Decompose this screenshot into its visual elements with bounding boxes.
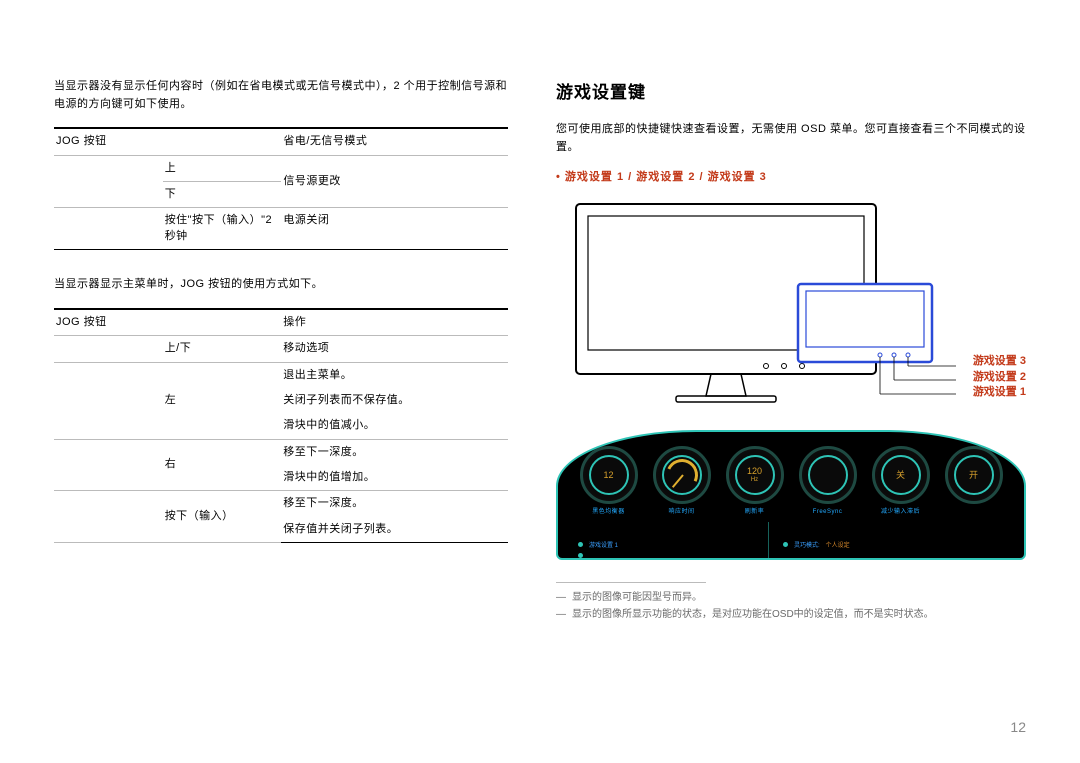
t2-r5-c3: 移至下一深度。 bbox=[281, 439, 508, 465]
dial-5-label: 减少输入滞后 bbox=[851, 506, 951, 515]
dash-row2a: 灵巧模式: bbox=[794, 540, 820, 549]
bullet-line: • 游戏设置 1 / 游戏设置 2 / 游戏设置 3 bbox=[556, 168, 1026, 184]
label-game-1: 游戏设置 1 bbox=[973, 385, 1026, 400]
t2-head-3: 操作 bbox=[281, 309, 508, 336]
t1-r3-c2: 按住"按下（输入）"2 秒钟 bbox=[163, 208, 282, 250]
t2-right-label: 右 bbox=[163, 439, 282, 491]
t1-head-1: JOG 按钮 bbox=[54, 128, 163, 155]
t2-r4-c3: 滑块中的值减小。 bbox=[281, 413, 508, 439]
footnote-rule bbox=[556, 582, 706, 583]
t2-left-label: 左 bbox=[163, 362, 282, 439]
bullet-text: 游戏设置 1 / 游戏设置 2 / 游戏设置 3 bbox=[565, 171, 767, 183]
right-column: 游戏设置键 您可使用底部的快捷键快速查看设置，无需使用 OSD 菜单。您可直接查… bbox=[556, 78, 1026, 623]
t1-r1-c2: 上 bbox=[163, 155, 282, 181]
t2-r1-c3: 移动选项 bbox=[281, 336, 508, 362]
t2-r8-c3: 保存值并关闭子列表。 bbox=[281, 517, 508, 543]
dial-4: FreeSync bbox=[799, 446, 857, 504]
footnotes: ―显示的图像可能因型号而异。 ―显示的图像所显示功能的状态，是对应功能在OSD中… bbox=[556, 582, 1026, 623]
label-game-3: 游戏设置 3 bbox=[973, 354, 1026, 369]
monitor-diagram: 游戏设置 3 游戏设置 2 游戏设置 1 bbox=[556, 194, 1026, 424]
t2-r3-c3: 关闭子列表而不保存值。 bbox=[281, 388, 508, 413]
t1-r2-c2: 下 bbox=[163, 181, 282, 207]
t2-r6-c3: 滑块中的值增加。 bbox=[281, 465, 508, 491]
page-number: 12 bbox=[1010, 719, 1026, 735]
dial-5: 关 减少输入滞后 bbox=[872, 446, 930, 504]
t1-r3-c3: 电源关闭 bbox=[281, 208, 508, 250]
table-jog-signal: JOG 按钮 省电/无信号模式 上 信号源更改 下 按住"按下（输入）"2 秒钟… bbox=[54, 127, 508, 250]
t2-r2-c3: 退出主菜单。 bbox=[281, 362, 508, 388]
t2-enter-label: 按下（输入） bbox=[163, 491, 282, 543]
dial-3: 120 Hz 刷新率 bbox=[726, 446, 784, 504]
t2-r1-c2: 上/下 bbox=[163, 336, 282, 362]
dial-6: 开 bbox=[945, 446, 1003, 504]
button-labels: 游戏设置 3 游戏设置 2 游戏设置 1 bbox=[973, 354, 1026, 400]
dashboard-panel: 12 黑色均衡器 响应时间 120 Hz 刷新率 FreeSy bbox=[556, 430, 1026, 560]
t2-r7-c3: 移至下一深度。 bbox=[281, 491, 508, 517]
left-column: 当显示器没有显示任何内容时（例如在省电模式或无信号模式中），2 个用于控制信号源… bbox=[54, 78, 508, 623]
footnote-1: 显示的图像可能因型号而异。 bbox=[572, 589, 702, 606]
t1-r1-c3: 信号源更改 bbox=[281, 155, 508, 208]
section-heading: 游戏设置键 bbox=[556, 78, 1026, 103]
footnote-2: 显示的图像所显示功能的状态，是对应功能在OSD中的设定值，而不是实时状态。 bbox=[572, 606, 934, 623]
label-game-2: 游戏设置 2 bbox=[973, 370, 1026, 385]
dial-2: 响应时间 bbox=[653, 446, 711, 504]
t1-head-3: 省电/无信号模式 bbox=[281, 128, 508, 155]
t1-head-2 bbox=[163, 128, 282, 155]
dial-1: 12 黑色均衡器 bbox=[580, 446, 638, 504]
bullet-dot: • bbox=[556, 171, 561, 183]
table-jog-menu: JOG 按钮 操作 上/下 移动选项 左 退出主菜单。 关闭子列表而不保存值。 … bbox=[54, 308, 508, 544]
left-mid-text: 当显示器显示主菜单时，JOG 按钮的使用方式如下。 bbox=[54, 276, 508, 294]
left-intro: 当显示器没有显示任何内容时（例如在省电模式或无信号模式中），2 个用于控制信号源… bbox=[54, 78, 508, 113]
dash-row2b: 个人设定 bbox=[826, 540, 850, 549]
t2-head-1: JOG 按钮 bbox=[54, 309, 163, 336]
dash-row1: 游戏设置 1 bbox=[589, 540, 618, 549]
section-desc: 您可使用底部的快捷键快速查看设置，无需使用 OSD 菜单。您可直接查看三个不同模… bbox=[556, 121, 1026, 156]
